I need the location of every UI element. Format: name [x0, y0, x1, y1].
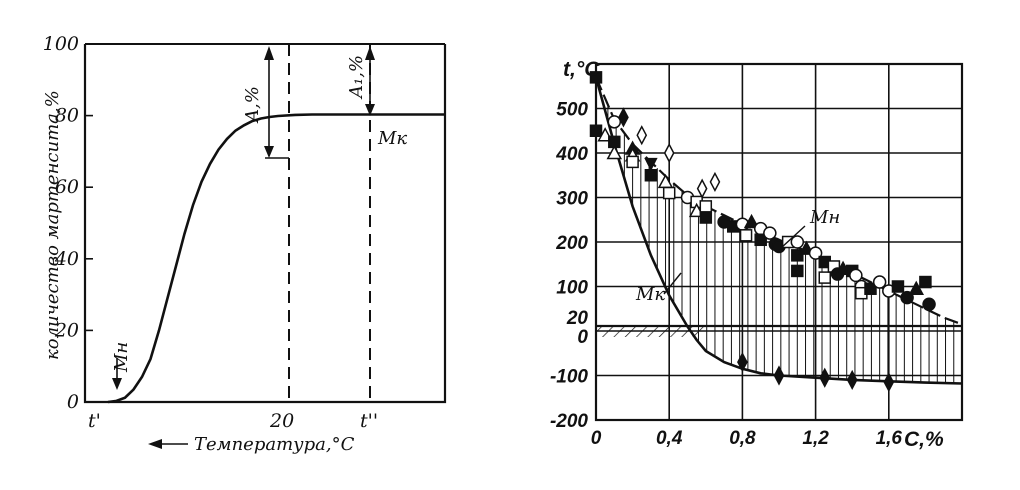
- data-point: [819, 367, 831, 388]
- right-x-tick-label: 1,2: [802, 428, 829, 449]
- a1-arrow-head-top: [365, 46, 375, 60]
- right-frame: [594, 62, 964, 422]
- data-point: [589, 71, 603, 84]
- data-point: [644, 157, 658, 172]
- mf-curve: [596, 76, 962, 385]
- data-point: [763, 226, 777, 240]
- a1-arrow-head-bottom: [365, 104, 375, 116]
- data-point: [791, 264, 804, 278]
- mk-label-left: Mк: [377, 128, 407, 149]
- right-y-ticks: -200 -100 020 100 200 300 400 500: [550, 100, 588, 433]
- x-axis-title-left: Температура,°С: [194, 434, 355, 455]
- room-temp-hatch: [596, 327, 704, 337]
- a-arrow-head-top: [264, 46, 274, 60]
- right-y-tick-label: 400: [555, 144, 588, 165]
- data-point: [737, 352, 748, 373]
- left-y-ticks: 0 20 40 60 80 100: [43, 33, 79, 413]
- left-y-tick-label: 80: [55, 105, 79, 127]
- right-x-tick-label: 1,6: [876, 428, 903, 449]
- data-point: [790, 235, 805, 249]
- x-tick-tprime: t': [88, 410, 101, 432]
- left-chart: 0 20 40 60 80 100 A,% A₁,% Mк Mн количество м…: [42, 33, 447, 455]
- left-y-tick-label: 20: [54, 319, 79, 341]
- left-frame: [83, 44, 447, 404]
- left-y-tick-label: 100: [43, 33, 79, 55]
- y-axis-title-left: количество мартенсита,%: [42, 90, 63, 360]
- data-point: [607, 115, 622, 129]
- data-point: [773, 365, 785, 386]
- data-point: [872, 275, 887, 289]
- data-point: [699, 211, 713, 224]
- data-point: [709, 171, 721, 193]
- mh-label-right: Mн: [809, 207, 840, 228]
- data-point: [618, 107, 629, 128]
- data-point: [589, 124, 603, 137]
- mk-pointer: [663, 272, 682, 295]
- transformation-range-hatch: [599, 85, 962, 384]
- data-point: [636, 125, 648, 146]
- data-point: [922, 297, 936, 312]
- data-point: [696, 178, 708, 199]
- data-point: [849, 268, 863, 283]
- data-point: [818, 271, 831, 284]
- left-y-tick-label: 40: [54, 248, 79, 270]
- right-y-tick-label: 0: [577, 327, 588, 348]
- x-tick-tdoubleprime: t'': [360, 410, 378, 432]
- data-point: [663, 142, 675, 164]
- right-y-tick-label: 500: [556, 100, 588, 121]
- data-point: [606, 144, 623, 160]
- data-point: [919, 275, 932, 289]
- data-points: [589, 71, 936, 393]
- data-point: [657, 173, 674, 189]
- data-point: [743, 213, 760, 229]
- a-arrow-head-bottom: [264, 146, 274, 158]
- a1-label: A₁,%: [346, 55, 367, 100]
- right-x-ticks: 0 0,4 0,8 1,2 1,6: [591, 428, 903, 449]
- right-x-tick-label: 0,4: [656, 428, 683, 449]
- data-point: [791, 249, 804, 262]
- data-point: [626, 155, 639, 169]
- y-axis-title-right: t,°C: [563, 58, 600, 81]
- left-gridlines: [85, 43, 93, 403]
- left-y-tick-label: 60: [55, 176, 79, 198]
- right-y-tick-label: 200: [555, 233, 588, 254]
- a-label: A,%: [242, 86, 263, 124]
- data-point: [662, 186, 676, 200]
- mh-arrow-head: [112, 378, 122, 390]
- x-axis-title-right: C,%: [904, 428, 944, 451]
- data-point: [846, 369, 858, 391]
- data-point: [891, 280, 905, 293]
- mh-label-left: Mн: [111, 342, 132, 373]
- data-point: [754, 233, 767, 247]
- right-y-tick-label: 20: [566, 308, 589, 329]
- right-y-tick-label: -200: [550, 411, 588, 432]
- martensite-curve: [107, 113, 445, 404]
- right-x-tick-label: 0,8: [729, 428, 756, 449]
- data-point: [699, 200, 713, 213]
- data-point: [739, 229, 753, 242]
- mk-label-right: Mк: [635, 284, 665, 305]
- right-y-tick-label: 100: [556, 278, 588, 299]
- mh-pointer: [780, 225, 806, 249]
- x-arrow-head: [148, 439, 162, 449]
- right-y-tick-label: -100: [550, 367, 588, 388]
- data-point: [864, 282, 877, 295]
- x-tick-20: 20: [269, 410, 294, 432]
- right-x-tick-label: 0: [591, 428, 602, 449]
- data-point: [644, 169, 658, 182]
- data-point: [883, 372, 895, 393]
- left-y-tick-label: 0: [67, 391, 79, 413]
- right-y-tick-label: 300: [556, 189, 588, 210]
